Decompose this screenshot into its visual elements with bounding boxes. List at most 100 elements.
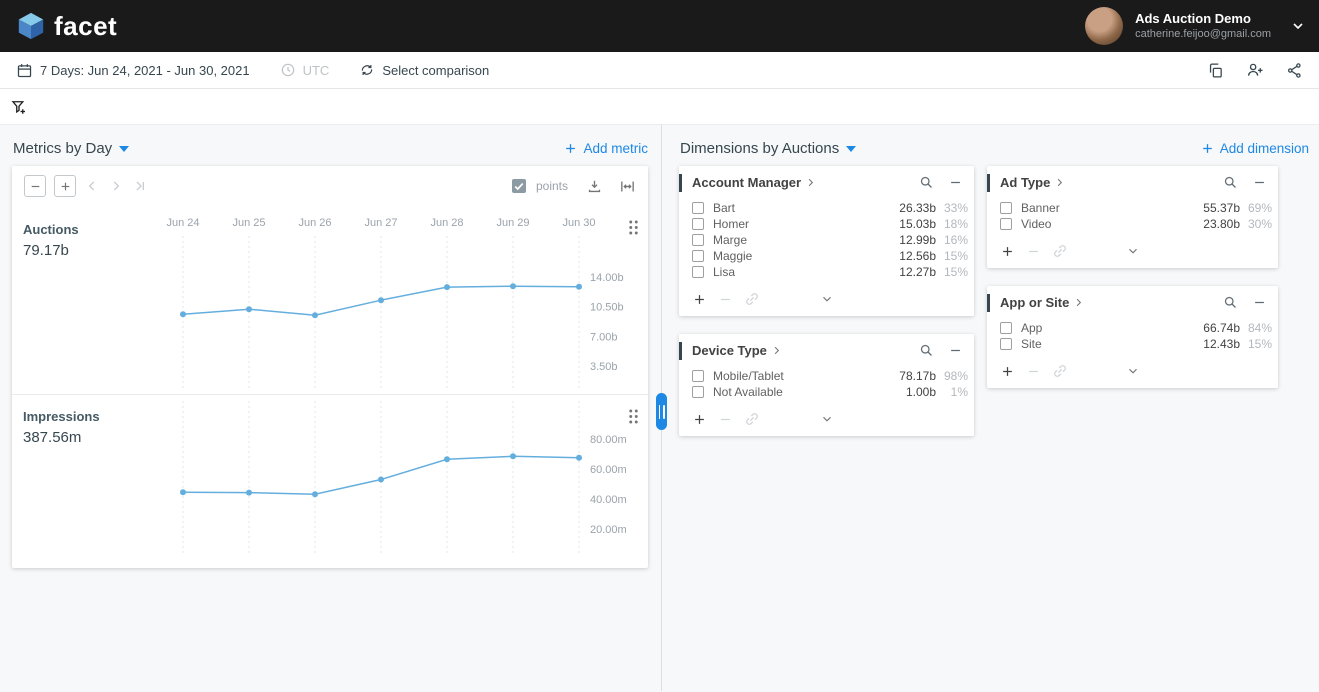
drag-handle-icon[interactable] <box>628 408 639 425</box>
dimension-row[interactable]: Mobile/Tablet 78.17b 98% <box>679 368 974 384</box>
zoom-in-button[interactable] <box>54 175 76 197</box>
row-checkbox[interactable] <box>1000 322 1012 334</box>
points-checkbox[interactable] <box>511 179 526 193</box>
dimensions-title-dropdown[interactable]: Dimensions by Auctions <box>680 140 857 157</box>
collapse-icon[interactable] <box>948 343 963 358</box>
add-filter-funnel-icon[interactable] <box>10 98 28 116</box>
account-text: Ads Auction Demo catherine.feijoo@gmail.… <box>1135 11 1271 41</box>
data-point[interactable] <box>444 284 450 291</box>
dimension-row[interactable]: Not Available 1.00b 1% <box>679 384 974 400</box>
dimension-card-title[interactable]: Account Manager <box>692 174 802 190</box>
metrics-title-dropdown[interactable]: Metrics by Day <box>13 140 130 157</box>
dimension-row[interactable]: App 66.74b 84% <box>987 320 1278 336</box>
expand-card-icon[interactable] <box>1126 244 1140 258</box>
dimension-row[interactable]: Bart 26.33b 33% <box>679 200 974 216</box>
row-label: Lisa <box>713 265 736 279</box>
dimension-card-title[interactable]: App or Site <box>1000 294 1070 310</box>
zoom-out-button[interactable] <box>24 175 46 197</box>
collapse-icon[interactable] <box>948 175 963 190</box>
search-icon[interactable] <box>919 175 934 190</box>
data-point[interactable] <box>576 454 582 461</box>
collapse-icon[interactable] <box>1252 295 1267 310</box>
panel-resize-handle[interactable] <box>656 393 667 430</box>
data-point[interactable] <box>378 297 384 304</box>
data-point[interactable] <box>444 456 450 463</box>
row-percent: 69% <box>1247 201 1272 215</box>
data-point[interactable] <box>180 489 186 496</box>
row-percent: 15% <box>1247 337 1272 351</box>
dimension-row[interactable]: Homer 15.03b 18% <box>679 216 974 232</box>
dimension-row[interactable]: Maggie 12.56b 15% <box>679 248 974 264</box>
metric-label: Auctions 79.17b <box>23 222 79 259</box>
dimension-row[interactable]: Video 23.80b 30% <box>987 216 1278 232</box>
data-point[interactable] <box>312 312 318 319</box>
expand-card-icon[interactable] <box>820 412 834 426</box>
link-icon[interactable] <box>1052 243 1068 259</box>
row-checkbox[interactable] <box>1000 218 1012 230</box>
data-point[interactable] <box>246 489 252 496</box>
add-metric-button[interactable]: Add metric <box>564 141 648 156</box>
link-icon[interactable] <box>744 291 760 307</box>
data-point[interactable] <box>510 283 516 290</box>
include-filter-icon[interactable] <box>692 412 707 427</box>
share-icon[interactable] <box>1286 62 1303 79</box>
account-menu[interactable]: Ads Auction Demo catherine.feijoo@gmail.… <box>1085 7 1303 45</box>
data-point[interactable] <box>510 453 516 460</box>
row-checkbox[interactable] <box>1000 338 1012 350</box>
row-value: 78.17b <box>899 369 936 383</box>
row-checkbox[interactable] <box>692 266 704 278</box>
dimension-row[interactable]: Lisa 12.27b 15% <box>679 264 974 280</box>
row-checkbox[interactable] <box>692 234 704 246</box>
app-logo[interactable]: facet <box>16 11 117 42</box>
data-point[interactable] <box>246 306 252 313</box>
avatar[interactable] <box>1085 7 1124 45</box>
comparison-selector[interactable]: Select comparison <box>359 62 489 78</box>
include-filter-icon[interactable] <box>1000 364 1015 379</box>
row-checkbox[interactable] <box>692 250 704 262</box>
row-checkbox[interactable] <box>692 386 704 398</box>
data-point[interactable] <box>378 476 384 483</box>
drag-handle-icon[interactable] <box>628 219 639 236</box>
date-range-picker[interactable]: 7 Days: Jun 24, 2021 - Jun 30, 2021 <box>16 62 250 79</box>
add-user-icon[interactable] <box>1246 61 1264 79</box>
dimension-card-title[interactable]: Ad Type <box>1000 174 1051 190</box>
dimension-card-title[interactable]: Device Type <box>692 342 767 358</box>
link-icon[interactable] <box>744 411 760 427</box>
dimension-row[interactable]: Site 12.43b 15% <box>987 336 1278 352</box>
row-checkbox[interactable] <box>692 202 704 214</box>
dimension-card-footer <box>987 234 1278 268</box>
copy-icon[interactable] <box>1207 62 1224 79</box>
fit-width-icon[interactable] <box>619 178 636 195</box>
row-checkbox[interactable] <box>692 218 704 230</box>
row-checkbox[interactable] <box>1000 202 1012 214</box>
dimension-row[interactable]: Banner 55.37b 69% <box>987 200 1278 216</box>
add-dimension-button[interactable]: Add dimension <box>1201 141 1309 156</box>
chevron-right-icon[interactable] <box>771 345 782 356</box>
chevron-down-icon[interactable] <box>1293 23 1303 29</box>
chevron-right-icon[interactable] <box>1054 177 1065 188</box>
chevron-right-icon[interactable] <box>108 178 124 194</box>
row-checkbox[interactable] <box>692 370 704 382</box>
include-filter-icon[interactable] <box>1000 244 1015 259</box>
collapse-icon[interactable] <box>1252 175 1267 190</box>
include-filter-icon[interactable] <box>692 292 707 307</box>
download-icon[interactable] <box>586 178 603 195</box>
search-icon[interactable] <box>1223 295 1238 310</box>
expand-card-icon[interactable] <box>1126 364 1140 378</box>
search-icon[interactable] <box>1223 175 1238 190</box>
chevron-right-icon[interactable] <box>805 177 816 188</box>
link-icon[interactable] <box>1052 363 1068 379</box>
search-icon[interactable] <box>919 343 934 358</box>
chart-controls: points <box>12 166 648 206</box>
skip-to-end-icon[interactable] <box>132 178 148 194</box>
data-point[interactable] <box>576 283 582 290</box>
dimension-card-header: Device Type <box>679 334 974 366</box>
data-point[interactable] <box>312 491 318 498</box>
dimension-cards: Account Manager Bart 26.33b 33% Homer 15.03b 1… <box>679 166 1309 436</box>
data-point[interactable] <box>180 311 186 318</box>
timezone-selector[interactable]: UTC <box>280 62 329 78</box>
chevron-left-icon[interactable] <box>84 178 100 194</box>
dimension-row[interactable]: Marge 12.99b 16% <box>679 232 974 248</box>
expand-card-icon[interactable] <box>820 292 834 306</box>
chevron-right-icon[interactable] <box>1073 297 1084 308</box>
